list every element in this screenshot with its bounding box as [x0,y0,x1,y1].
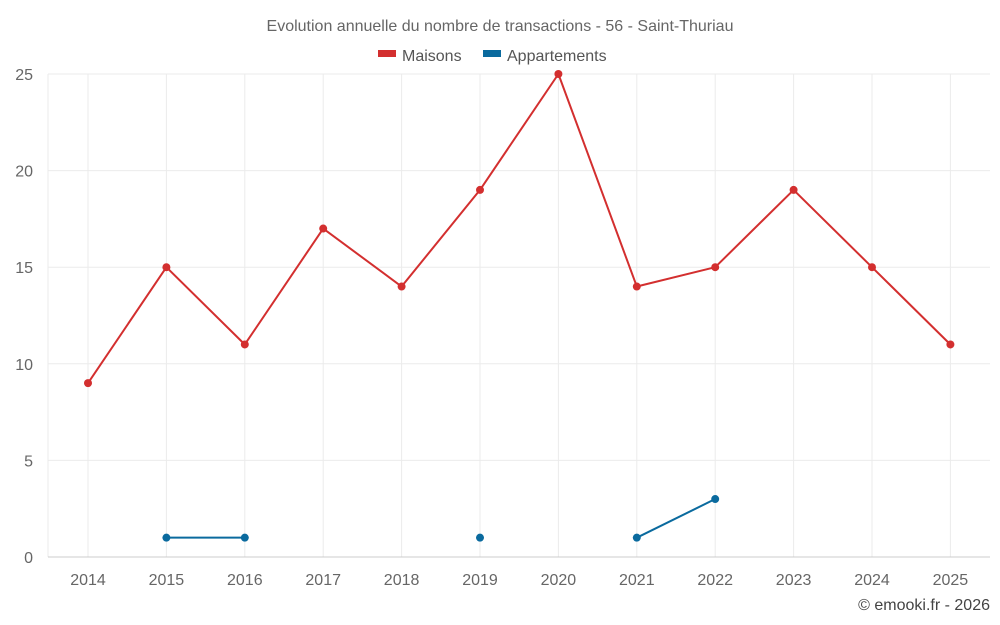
data-point-maisons-2017[interactable] [319,224,328,233]
legend-label: Appartements [507,48,607,65]
series-line-appartements [636,498,716,539]
data-point-maisons-2025[interactable] [946,340,955,349]
x-tick-label: 2017 [305,572,341,589]
legend[interactable]: Maisons Appartements [378,48,607,65]
y-tick-label: 25 [15,67,33,84]
data-point-maisons-2023[interactable] [789,185,798,194]
series-appartements [162,495,720,542]
y-tick-label: 10 [15,357,33,374]
data-point-maisons-2015[interactable] [162,263,171,272]
x-tick-label: 2014 [70,572,106,589]
legend-swatch [483,50,501,57]
data-point-maisons-2024[interactable] [868,263,876,272]
y-tick-label: 20 [15,164,33,181]
y-tick-label: 15 [15,260,33,277]
x-tick-label: 2021 [619,572,655,589]
x-tick-label: 2020 [541,572,577,589]
data-point-maisons-2020[interactable] [554,70,563,78]
data-point-maisons-2021[interactable] [632,282,641,291]
chart-title: Evolution annuelle du nombre de transact… [267,18,734,35]
credit-text: © emooki.fr - 2026 [858,597,990,614]
x-tick-label: 2023 [776,572,812,589]
data-point-maisons-2014[interactable] [84,379,92,388]
data-point-appartements-2021[interactable] [632,533,641,542]
legend-item-appartements[interactable]: Appartements [483,48,607,65]
y-tick-label: 5 [24,453,33,470]
y-tick-label: 0 [24,550,33,567]
x-tick-label: 2018 [384,572,420,589]
data-point-appartements-2022[interactable] [711,495,720,504]
x-axis-ticks: 2014 2015 2016 2017 2018 2019 2020 2021 2022 2023… [70,572,968,589]
series-layer [84,70,955,542]
data-point-appartements-2019[interactable] [476,533,484,542]
data-point-maisons-2022[interactable] [711,263,720,272]
legend-label: Maisons [402,48,462,65]
data-point-maisons-2018[interactable] [397,282,406,291]
data-point-appartements-2015[interactable] [162,533,171,542]
series-maisons [84,70,955,388]
data-point-appartements-2016[interactable] [240,533,249,542]
x-tick-label: 2019 [462,572,498,589]
y-axis-ticks: 0 5 10 15 20 25 [15,67,33,567]
x-tick-label: 2016 [227,572,263,589]
legend-swatch [378,50,396,57]
legend-item-maisons[interactable]: Maisons [378,48,462,65]
x-tick-label: 2025 [933,572,969,589]
series-line-maisons [87,73,952,384]
data-point-maisons-2016[interactable] [240,340,249,349]
x-tick-label: 2015 [149,572,185,589]
grid-lines [47,73,990,558]
x-tick-label: 2022 [697,572,733,589]
x-tick-label: 2024 [854,572,890,589]
data-point-maisons-2019[interactable] [476,185,484,194]
